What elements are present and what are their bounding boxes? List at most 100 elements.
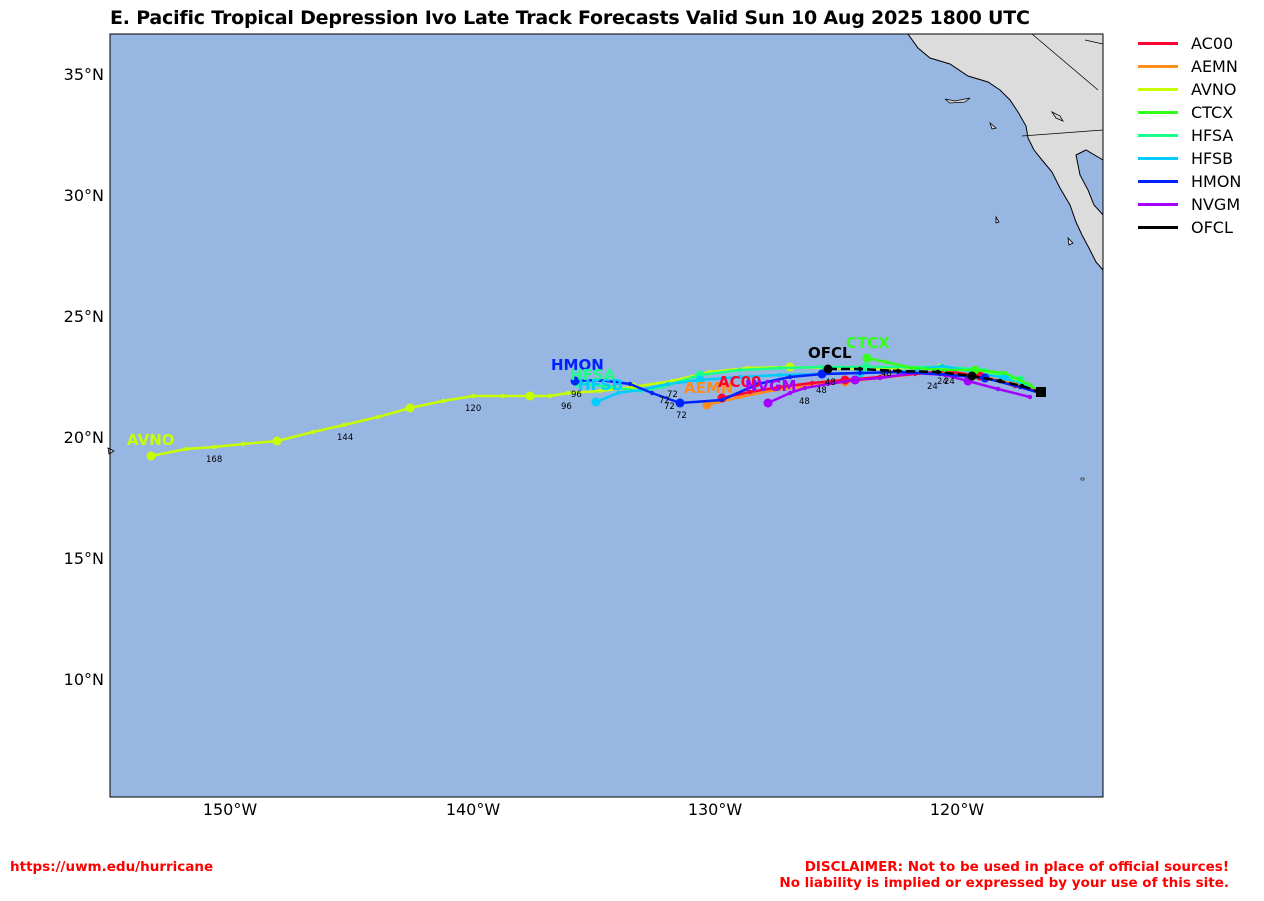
legend-swatch xyxy=(1138,180,1178,183)
track-point-hmon xyxy=(719,397,725,403)
label-avno: AVNO xyxy=(127,431,175,449)
hour-label: 48 xyxy=(881,369,892,379)
hour-label: 96 xyxy=(561,402,572,412)
track-point-nvgm xyxy=(787,390,793,396)
legend-item-ac00: AC00 xyxy=(1138,32,1241,55)
track-point-hmon xyxy=(675,398,685,408)
hour-label: 168 xyxy=(206,455,222,465)
legend-label: NVGM xyxy=(1191,195,1241,214)
hour-label: 24 xyxy=(927,382,938,392)
disclaimer-line-1: DISCLAIMER: Not to be used in place of o… xyxy=(804,859,1229,875)
track-point-avno xyxy=(500,393,506,399)
track-point-nvgm xyxy=(877,375,883,381)
legend-label: HFSA xyxy=(1191,126,1234,145)
hour-label: 144 xyxy=(337,433,353,443)
storm-position-marker xyxy=(1036,387,1046,397)
island xyxy=(1080,477,1085,481)
track-point-nvgm xyxy=(995,386,1001,392)
island xyxy=(1050,110,1064,122)
track-point-avno xyxy=(547,393,553,399)
label-ofcl: OFCL xyxy=(808,344,852,362)
track-point-nvgm xyxy=(763,398,773,408)
forecast-tracks xyxy=(146,353,1046,461)
legend: AC00 AEMN AVNO CTCX HFSA HFSB HMON NVGM OFCL xyxy=(1138,32,1241,239)
track-point-hfsb xyxy=(591,397,601,407)
track-point-avno xyxy=(525,391,535,401)
hour-label: 72 xyxy=(676,411,687,421)
track-point-avno xyxy=(211,444,217,450)
track-line-avno[interactable] xyxy=(150,365,1031,458)
lat-tick: 20°N xyxy=(63,428,104,447)
track-point-avno xyxy=(565,390,571,396)
lat-tick: 15°N xyxy=(63,549,104,568)
hour-label: 24 xyxy=(937,377,948,387)
lat-tick: 25°N xyxy=(63,307,104,326)
lat-tick: 35°N xyxy=(63,65,104,84)
lon-tick: 120°W xyxy=(929,800,985,819)
track-point-ctcx xyxy=(1027,382,1033,388)
legend-item-hfsa: HFSA xyxy=(1138,124,1241,147)
label-hfsa: HFSA xyxy=(570,366,616,384)
track-line-ctcx[interactable] xyxy=(866,356,1041,394)
track-point-hfsa xyxy=(607,384,613,390)
track-point-hfsa xyxy=(819,364,825,370)
track-point-hfsb xyxy=(695,375,705,385)
legend-label: OFCL xyxy=(1191,218,1233,237)
label-ctcx: CTCX xyxy=(846,334,890,352)
legend-swatch xyxy=(1138,134,1178,137)
track-point-avno xyxy=(669,378,675,384)
track-point-ofcl xyxy=(823,364,833,374)
track-point-avno xyxy=(341,422,347,428)
island xyxy=(944,97,971,104)
track-point-ac00 xyxy=(809,380,815,386)
track-point-avno xyxy=(470,393,476,399)
track-point-hfsb xyxy=(665,381,671,387)
legend-item-hfsb: HFSB xyxy=(1138,147,1241,170)
label-nvgm: NVGM xyxy=(745,377,796,395)
track-point-hmon xyxy=(597,377,603,383)
legend-item-aemn: AEMN xyxy=(1138,55,1241,78)
legend-item-ctcx: CTCX xyxy=(1138,101,1241,124)
track-point-hfsa xyxy=(777,365,783,371)
legend-swatch xyxy=(1138,111,1178,114)
legend-label: AVNO xyxy=(1191,80,1237,99)
legend-swatch xyxy=(1138,203,1178,206)
track-point-aemn xyxy=(702,400,712,410)
track-point-avno xyxy=(440,398,446,404)
track-point-avno xyxy=(240,441,246,447)
legend-item-ofcl: OFCL xyxy=(1138,216,1241,239)
legend-item-avno: AVNO xyxy=(1138,78,1241,101)
track-point-ctcx xyxy=(942,367,948,373)
border-line-1 xyxy=(1031,33,1099,91)
track-point-avno xyxy=(405,403,415,413)
hour-label: 120 xyxy=(465,404,481,414)
track-point-ofcl xyxy=(935,369,941,375)
map-title: E. Pacific Tropical Depression Ivo Late … xyxy=(110,7,1030,29)
track-point-ctcx xyxy=(883,359,889,365)
track-point-ofcl xyxy=(967,371,977,381)
map-frame xyxy=(109,33,1104,798)
footer-url[interactable]: https://uwm.edu/hurricane xyxy=(10,859,214,875)
hour-label: 72 xyxy=(667,390,678,400)
lon-tick: 130°W xyxy=(687,800,743,819)
legend-swatch xyxy=(1138,65,1178,68)
track-point-hmon xyxy=(570,376,580,386)
track-point-nvgm xyxy=(825,381,831,387)
track-point-hmon xyxy=(649,390,655,396)
track-point-ofcl xyxy=(1019,383,1025,389)
lat-tick: 10°N xyxy=(63,670,104,689)
disclaimer: DISCLAIMER: Not to be used in place of o… xyxy=(779,859,1229,891)
label-hmon: HMON xyxy=(551,356,604,374)
island xyxy=(1067,236,1074,246)
track-point-hmon xyxy=(857,370,863,376)
track-point-hmon xyxy=(627,381,633,387)
hour-label: 48 xyxy=(799,397,810,407)
ocean xyxy=(110,34,1103,797)
lon-tick: 150°W xyxy=(202,800,258,819)
track-point-hmon xyxy=(755,381,761,387)
hour-label: 48 xyxy=(825,378,836,388)
track-point-avno xyxy=(272,436,282,446)
lat-tick: 30°N xyxy=(63,186,104,205)
legend-label: AC00 xyxy=(1191,34,1234,53)
